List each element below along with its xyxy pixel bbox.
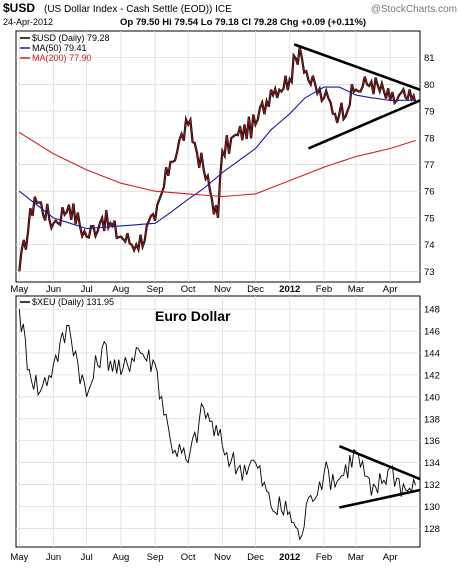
xeu-y-tick-label: 146 [424,327,440,338]
xeu-y-tick-label: 130 [424,502,440,513]
xeu-series [18,309,417,541]
usd-y-axis: 73 74 75 76 77 78 79 80 81 [424,53,435,278]
usd-y-tick-label: 77 [424,160,435,171]
x-tick-label: Apr [383,552,398,563]
x-tick-label: Aug [112,552,129,563]
ohlc-readout: Op 79.50 Hi 79.54 Lo 79.18 Cl 79.28 Chg … [120,17,366,28]
x-tick-label: Feb [316,552,332,563]
legend-ma50-label: MA(50) 79.41 [32,43,87,53]
chart-description: (US Dollar Index - Cash Settle (EOD)) IC… [44,4,232,15]
x-tick-label: Dec [247,552,264,563]
x-axis-labels-middle: May Jun Jul Aug Sep Oct Nov Dec 2012 Feb Mar Apr [10,284,397,295]
xeu-y-tick-label: 136 [424,436,440,447]
x-tick-label: Jun [46,552,61,563]
usd-y-tick-label: 75 [424,213,435,224]
usd-legend: $USD (Daily) 79.28 MA(50) 79.41 MA(200) … [20,33,110,63]
xeu-legend: $XEU (Daily) 131.95 [20,297,114,307]
xeu-panel-title: Euro Dollar [155,308,231,324]
usd-y-tick-label: 78 [424,133,435,144]
xeu-y-tick-label: 148 [424,305,440,316]
x-tick-label: 2012 [279,284,300,295]
x-tick-label: Mar [348,552,364,563]
x-tick-label: Aug [112,284,129,295]
usd-y-tick-label: 79 [424,107,435,118]
x-tick-label: Jul [81,284,93,295]
xeu-panel-frame [15,295,421,548]
x-tick-label: Mar [348,284,364,295]
usd-panel-grid [16,31,420,282]
legend-ma200-label: MA(200) 77.90 [32,53,92,63]
usd-series-line-1 [18,86,416,230]
xeu-y-tick-label: 128 [424,524,440,535]
usd-trendlines [293,43,421,150]
legend-usd-label: $USD (Daily) 79.28 [32,33,110,43]
usd-trendline-0 [293,43,421,91]
x-tick-label: Nov [214,552,231,563]
xeu-y-tick-label: 134 [424,458,440,469]
stockcharts-watermark: @StockCharts.com [371,4,457,15]
xeu-trendline-0 [338,444,421,481]
chart-symbol: $USD [3,1,35,15]
xeu-y-tick-label: 144 [424,348,440,359]
xeu-y-tick-label: 138 [424,414,440,425]
usd-y-tick-label: 74 [424,240,435,251]
x-tick-label: Dec [247,284,264,295]
xeu-series-line-0 [18,309,417,541]
xeu-y-tick-label: 132 [424,480,440,491]
x-tick-label: 2012 [279,552,300,563]
xeu-y-tick-label: 142 [424,370,440,381]
usd-series-line-2 [19,132,416,198]
xeu-panel-grid [16,296,420,547]
x-tick-label: Sep [147,284,164,295]
chart-date: 24-Apr-2012 [3,17,53,27]
usd-series [18,46,417,272]
xeu-trendlines [338,444,421,509]
usd-y-tick-label: 80 [424,80,435,91]
xeu-y-axis: 128 130 132 134 136 138 140 142 144 146 148 [424,305,440,535]
x-tick-label: Oct [181,284,196,295]
usd-series-line-0 [18,46,417,272]
xeu-trendline-1 [339,488,421,509]
x-tick-label: May [10,284,28,295]
x-tick-label: Oct [181,552,196,563]
usd-y-tick-label: 81 [424,53,435,64]
usd-panel-frame [15,30,421,283]
usd-trendline-1 [307,99,421,150]
legend-xeu-label: $XEU (Daily) 131.95 [32,297,114,307]
x-tick-label: Nov [214,284,231,295]
x-tick-label: Apr [383,284,398,295]
x-axis-labels-bottom: May Jun Jul Aug Sep Oct Nov Dec 2012 Feb Mar Apr [10,552,397,563]
x-tick-label: Feb [316,284,332,295]
usd-y-tick-label: 73 [424,267,435,278]
x-tick-label: May [10,552,28,563]
x-tick-label: Jul [81,552,93,563]
x-tick-label: Jun [46,284,61,295]
usd-y-tick-label: 76 [424,187,435,198]
xeu-y-tick-label: 140 [424,392,440,403]
x-tick-label: Sep [147,552,164,563]
